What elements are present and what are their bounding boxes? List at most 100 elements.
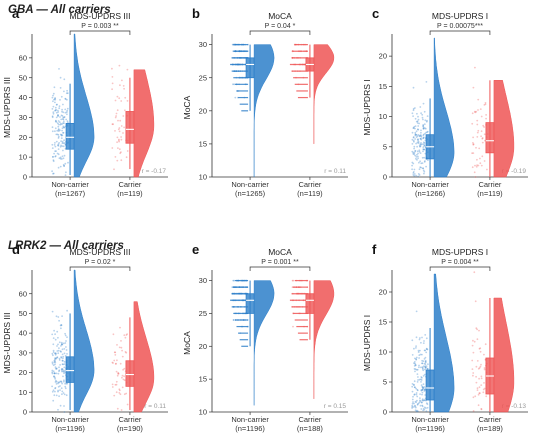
data-point — [61, 127, 64, 130]
data-point — [422, 365, 425, 368]
data-point — [471, 152, 473, 155]
data-point — [59, 116, 61, 118]
data-point — [419, 349, 421, 352]
data-point — [121, 79, 123, 82]
data-point — [66, 92, 69, 95]
data-point — [51, 371, 54, 374]
data-point — [59, 157, 62, 160]
x-category-label: Non-carrier — [51, 415, 89, 424]
y-tick-label: 15 — [199, 140, 207, 149]
data-point — [414, 368, 417, 371]
data-point — [121, 386, 124, 389]
data-point — [423, 362, 426, 365]
data-point — [54, 150, 56, 153]
data-point — [59, 389, 61, 391]
data-point — [54, 363, 56, 366]
data-point — [416, 153, 418, 156]
data-point — [423, 390, 426, 392]
data-point — [417, 376, 419, 378]
data-point — [425, 407, 427, 409]
data-point — [59, 324, 62, 327]
data-point — [54, 358, 56, 361]
significance-bracket — [429, 30, 491, 35]
data-point — [420, 135, 423, 138]
data-point — [232, 43, 235, 46]
data-point — [472, 410, 475, 412]
data-point — [480, 375, 483, 378]
data-point — [414, 150, 416, 153]
data-point — [55, 380, 58, 383]
data-point — [63, 379, 65, 382]
data-point — [415, 142, 417, 145]
data-point — [54, 127, 57, 130]
data-point — [53, 375, 55, 378]
data-point — [422, 407, 425, 410]
data-point — [480, 115, 483, 118]
data-point — [422, 137, 425, 139]
data-point — [413, 362, 415, 364]
data-point — [483, 160, 486, 162]
data-point — [115, 112, 118, 115]
data-point — [58, 341, 61, 344]
data-point — [60, 122, 62, 125]
data-point — [291, 279, 294, 282]
data-point — [61, 343, 63, 346]
data-point — [486, 168, 488, 171]
data-point — [57, 148, 60, 151]
x-category-label: Carrier — [298, 415, 321, 424]
effect-size-label: r = -0.17 — [142, 168, 167, 175]
data-point — [476, 136, 479, 138]
data-point — [480, 135, 482, 138]
data-point — [120, 138, 123, 141]
data-point — [422, 150, 424, 153]
data-point — [54, 376, 56, 379]
data-point — [55, 315, 58, 318]
data-point — [123, 379, 126, 382]
group-noncarrier — [230, 43, 275, 178]
data-point — [417, 152, 419, 155]
x-category-label: Non-carrier — [411, 180, 449, 189]
data-point — [412, 162, 415, 165]
data-point — [411, 131, 414, 134]
data-point — [54, 357, 56, 360]
y-tick-label: 15 — [379, 82, 387, 91]
data-point — [56, 103, 58, 106]
data-point — [62, 363, 64, 366]
data-point — [426, 348, 429, 351]
data-point — [63, 369, 65, 372]
data-point — [63, 363, 66, 365]
data-point — [52, 349, 55, 352]
data-point — [63, 90, 65, 93]
data-point — [55, 119, 57, 122]
data-point — [123, 334, 126, 337]
data-point — [414, 154, 417, 157]
data-point — [55, 133, 58, 136]
data-point — [417, 125, 420, 127]
panel-b: 10 15 20 25 30 b MoCA MoCA P = 0.04 * Non-carrier… — [182, 6, 348, 198]
data-point — [113, 351, 116, 354]
data-point — [422, 133, 425, 136]
data-point — [125, 392, 128, 395]
data-point — [411, 407, 413, 409]
data-point — [57, 372, 60, 375]
data-point — [413, 380, 416, 383]
data-point — [62, 132, 64, 134]
panel-letter: a — [12, 6, 20, 21]
y-tick-label: 0 — [383, 408, 387, 417]
data-point — [63, 126, 66, 129]
data-point — [472, 396, 475, 399]
data-point — [58, 68, 60, 70]
data-point — [416, 112, 418, 115]
data-point — [423, 148, 425, 151]
data-point — [411, 161, 414, 164]
data-point — [60, 95, 63, 98]
data-point — [61, 359, 64, 362]
data-point — [483, 133, 486, 136]
data-point — [57, 114, 59, 117]
data-point — [120, 151, 122, 154]
data-point — [483, 367, 486, 369]
data-point — [59, 380, 62, 383]
data-point — [415, 157, 417, 160]
data-point — [64, 111, 67, 114]
data-point — [412, 172, 415, 174]
